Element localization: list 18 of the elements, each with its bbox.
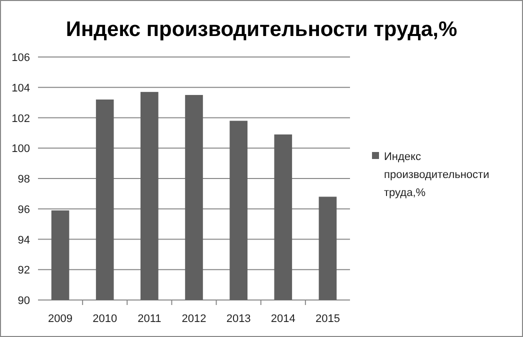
y-tick-label: 104 — [12, 82, 30, 94]
y-tick-label: 98 — [18, 174, 30, 186]
x-tick-label: 2011 — [138, 313, 162, 325]
x-tick-label: 2014 — [270, 313, 296, 325]
y-tick-label: 102 — [12, 112, 30, 125]
x-tick-label: 2013 — [226, 313, 251, 325]
x-tick-label: 2010 — [92, 313, 118, 325]
y-tick-label: 94 — [18, 234, 30, 246]
chart-title: Индекс производительности труда,% — [66, 18, 458, 41]
x-tick-label: 2015 — [315, 313, 340, 325]
y-tick-label: 92 — [18, 264, 30, 277]
x-tick-label: 2012 — [182, 313, 206, 325]
y-tick-label: 90 — [18, 295, 30, 307]
y-tick-label: 96 — [18, 204, 30, 216]
legend-label: Индекс производительности труда,% — [384, 151, 490, 199]
y-tick-label: 100 — [12, 143, 30, 156]
y-tick-label: 106 — [12, 52, 30, 64]
x-tick-label: 2009 — [48, 313, 73, 325]
